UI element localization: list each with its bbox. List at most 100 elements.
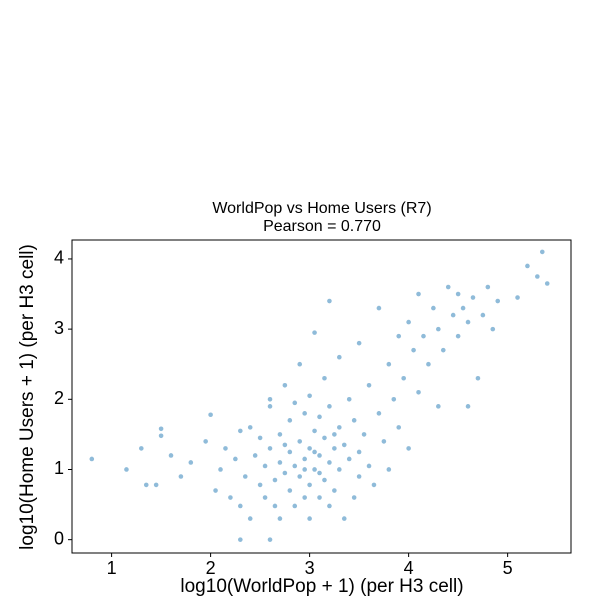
- point: [262, 463, 268, 469]
- point: [292, 503, 298, 509]
- point: [302, 411, 307, 416]
- point: [455, 333, 461, 339]
- point: [287, 418, 293, 423]
- y-tick-label: 3: [54, 318, 64, 338]
- point: [465, 319, 471, 325]
- x-tick-label: 2: [206, 558, 216, 578]
- point: [312, 428, 317, 434]
- point: [277, 516, 283, 521]
- x-tick-label: 3: [305, 558, 315, 578]
- point: [317, 453, 322, 458]
- point: [317, 414, 322, 420]
- chart-title: WorldPop vs Home Users (R7): [212, 200, 431, 217]
- point: [272, 503, 278, 509]
- point: [341, 442, 347, 448]
- point: [376, 411, 382, 416]
- point: [124, 467, 129, 472]
- point: [421, 333, 426, 339]
- point: [396, 333, 402, 339]
- point: [178, 474, 184, 479]
- point: [386, 467, 392, 472]
- y-tick-label: 2: [54, 388, 64, 408]
- point: [351, 418, 357, 423]
- point: [282, 442, 288, 448]
- point: [168, 453, 174, 458]
- point: [525, 263, 530, 269]
- point: [223, 446, 228, 451]
- point: [242, 474, 248, 479]
- point: [203, 439, 208, 444]
- point: [327, 404, 332, 409]
- point: [282, 470, 288, 476]
- point: [277, 460, 283, 465]
- point: [332, 432, 337, 437]
- point: [366, 382, 372, 388]
- point: [277, 432, 283, 437]
- point: [302, 495, 307, 500]
- point: [312, 330, 317, 335]
- point: [153, 482, 159, 488]
- point: [297, 361, 303, 367]
- point: [213, 488, 218, 493]
- plot-frame: [71, 239, 572, 554]
- point: [317, 470, 322, 476]
- point: [406, 446, 411, 451]
- y-axis-label: log10(Home Users + 1) (per H3 cell): [17, 244, 38, 550]
- point: [356, 340, 362, 346]
- point: [431, 305, 436, 311]
- point: [465, 404, 471, 409]
- y-tick-label: 4: [54, 248, 64, 268]
- point: [332, 488, 337, 493]
- point: [341, 516, 347, 521]
- point: [371, 482, 377, 488]
- x-tick-label: 5: [503, 558, 513, 578]
- point: [346, 397, 352, 402]
- point: [396, 425, 402, 430]
- point: [139, 446, 144, 451]
- y-tick-label: 0: [54, 528, 64, 548]
- point: [143, 482, 149, 488]
- point: [218, 467, 223, 472]
- point: [337, 467, 342, 472]
- point: [376, 305, 382, 311]
- point: [307, 482, 312, 488]
- point: [89, 456, 95, 462]
- point: [327, 503, 332, 509]
- point: [535, 274, 540, 279]
- point: [247, 516, 253, 521]
- point: [515, 295, 520, 300]
- point: [322, 375, 327, 381]
- point: [287, 488, 293, 493]
- point: [317, 495, 322, 500]
- point: [307, 393, 312, 399]
- point: [480, 312, 486, 318]
- point: [356, 474, 362, 479]
- point: [445, 284, 451, 290]
- point: [307, 446, 312, 451]
- point: [238, 503, 243, 509]
- point: [411, 347, 416, 353]
- point: [361, 432, 367, 437]
- point: [302, 467, 307, 472]
- point: [312, 467, 317, 472]
- point: [386, 361, 392, 367]
- point: [238, 537, 243, 542]
- point: [158, 426, 164, 432]
- point: [257, 482, 263, 488]
- x-tick-label: 4: [404, 558, 414, 578]
- point: [238, 428, 243, 434]
- point: [346, 456, 352, 462]
- x-axis-label: log10(WorldPop + 1) (per H3 cell): [180, 576, 463, 597]
- point: [539, 249, 545, 255]
- point: [267, 537, 273, 542]
- point: [292, 400, 298, 406]
- point: [366, 463, 372, 469]
- point: [297, 439, 303, 444]
- point: [188, 460, 194, 465]
- point: [252, 453, 258, 458]
- point: [544, 281, 550, 286]
- point: [257, 435, 263, 441]
- chart-subtitle: Pearson = 0.770: [263, 218, 381, 235]
- point: [391, 397, 397, 402]
- point: [401, 375, 406, 381]
